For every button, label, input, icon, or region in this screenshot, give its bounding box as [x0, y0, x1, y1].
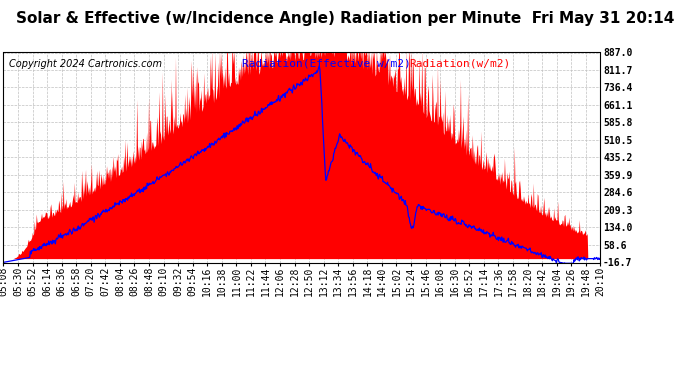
- Text: Radiation(Effective w/m2): Radiation(Effective w/m2): [242, 59, 411, 69]
- Text: Copyright 2024 Cartronics.com: Copyright 2024 Cartronics.com: [10, 59, 162, 69]
- Text: Solar & Effective (w/Incidence Angle) Radiation per Minute  Fri May 31 20:14: Solar & Effective (w/Incidence Angle) Ra…: [16, 11, 674, 26]
- Text: Radiation(w/m2): Radiation(w/m2): [409, 59, 511, 69]
